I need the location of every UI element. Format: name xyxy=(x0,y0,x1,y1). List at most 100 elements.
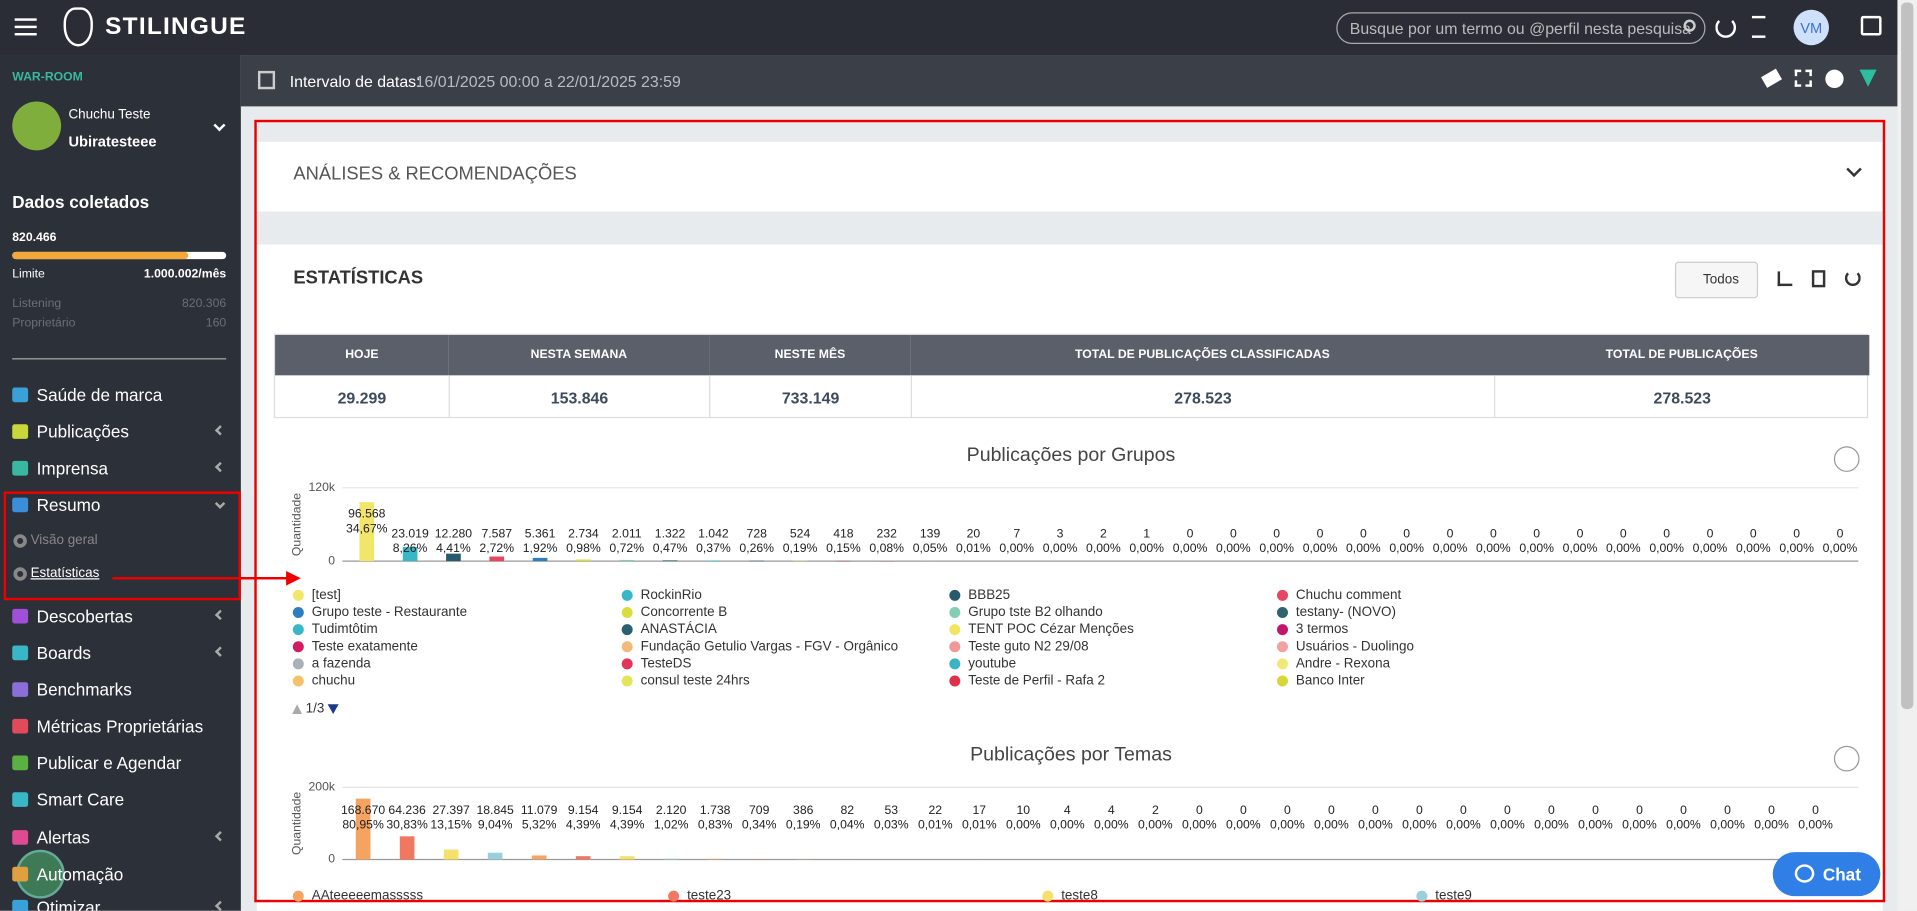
menu-arrow xyxy=(214,425,226,436)
legend-swatch xyxy=(1276,641,1288,653)
value-label: 0 xyxy=(1663,527,1670,541)
menu-item[interactable]: Smart Care xyxy=(0,785,241,814)
bar xyxy=(707,858,723,860)
menu-item[interactable]: Benchmarks xyxy=(0,675,241,704)
brand: STILINGUE xyxy=(105,13,247,41)
value-label: 0 xyxy=(1460,803,1467,817)
header-text: TOTAL DE PUBLICAÇÕES CLASSIFICADAS xyxy=(1075,348,1330,362)
reload-icon[interactable] xyxy=(1844,270,1861,287)
top-bar xyxy=(0,0,1917,56)
value-label: 4 xyxy=(1108,803,1115,817)
message-icon[interactable] xyxy=(1860,15,1882,36)
menu-label: Saúde de marca xyxy=(36,385,163,405)
legend-swatch xyxy=(668,890,680,902)
menu-button[interactable] xyxy=(14,18,37,36)
layout-icon[interactable] xyxy=(257,70,276,90)
pct-label: 0,00% xyxy=(1094,817,1129,831)
pdf-icon[interactable] xyxy=(1811,270,1826,288)
chart-icon[interactable] xyxy=(1777,271,1793,287)
menu-arrow xyxy=(214,609,226,621)
legend-swatch xyxy=(949,589,961,601)
legend-swatch xyxy=(292,624,304,636)
bar xyxy=(359,502,375,562)
chat-button[interactable]: Chat xyxy=(1772,852,1881,897)
submenu-bullet xyxy=(13,534,27,548)
menu-item[interactable]: Otimizar xyxy=(0,892,241,911)
filter-icon[interactable] xyxy=(1859,69,1877,87)
value-label: 2.120 xyxy=(656,803,687,817)
pct-label: 0,00% xyxy=(1129,541,1164,555)
value-label: 0 xyxy=(1403,527,1410,541)
filter-button[interactable]: Todos xyxy=(1674,261,1759,299)
menu-item[interactable]: Descobertas xyxy=(0,602,241,631)
avatar[interactable]: VM xyxy=(1793,9,1829,46)
legend-swatch xyxy=(621,607,633,619)
pct-label: 0,00% xyxy=(1226,817,1261,831)
menu-item[interactable]: Automação xyxy=(0,859,241,888)
camera-button[interactable] xyxy=(1833,745,1860,772)
table-header: TOTAL DE PUBLICAÇÕES xyxy=(1493,334,1870,376)
submenu-item[interactable]: Estatísticas xyxy=(30,566,100,581)
menu-label: Resumo xyxy=(36,495,101,515)
search-box[interactable]: Busque por um termo ou @perfil nesta pes… xyxy=(1336,12,1706,45)
logo-mark xyxy=(63,7,93,47)
pct-label: 0,00% xyxy=(1534,817,1569,831)
menu-item[interactable]: Métricas Proprietárias xyxy=(0,712,241,741)
menu-item[interactable]: Saúde de marca xyxy=(0,380,241,409)
submenu-item[interactable]: Visão geral xyxy=(30,533,98,548)
pager-next xyxy=(327,704,339,714)
pct-label: 9,04% xyxy=(478,817,513,831)
pct-label: 0,03% xyxy=(874,817,909,831)
y-tick-label: 0 xyxy=(328,852,335,866)
expand-icon[interactable] xyxy=(1794,69,1812,87)
value-label: 0 xyxy=(1240,803,1247,817)
menu-item[interactable]: Publicações xyxy=(0,417,241,446)
limit-value: 1.000.002/mês xyxy=(143,267,227,282)
menu-icon xyxy=(12,608,29,624)
cell-text: 733.149 xyxy=(781,388,840,408)
menu-item[interactable]: Boards xyxy=(0,638,241,667)
menu-label: Boards xyxy=(36,643,91,663)
menu-icon xyxy=(12,682,29,697)
menu-icon xyxy=(12,645,29,661)
value-label: 0 xyxy=(1577,527,1584,541)
menu-item[interactable]: Alertas xyxy=(0,823,241,852)
sidebar-divider xyxy=(12,358,227,360)
table-cell: 278.523 xyxy=(910,375,1494,419)
menu-icon xyxy=(12,718,29,734)
menu-item[interactable]: Imprensa xyxy=(0,454,241,483)
legend-swatch xyxy=(292,641,304,653)
value-label: 0 xyxy=(1273,527,1280,541)
menu-line xyxy=(14,25,37,29)
legend-swatch xyxy=(949,675,961,687)
pct-label: 0,00% xyxy=(1270,817,1305,831)
menu-icon xyxy=(12,460,29,476)
legend-label: AAteeeeemasssss xyxy=(312,888,424,903)
legend-label: RockinRio xyxy=(641,587,702,602)
value-label: 0 xyxy=(1793,527,1800,541)
value-label: 0 xyxy=(1504,803,1511,817)
value-label: 0 xyxy=(1707,527,1714,541)
refresh-icon[interactable] xyxy=(1715,17,1737,38)
menu-item[interactable]: Publicar e Agendar xyxy=(0,748,241,777)
pct-label: 0,19% xyxy=(783,541,818,555)
limit-label: Limite xyxy=(12,267,45,282)
hourglass-icon[interactable] xyxy=(1751,15,1766,38)
bar xyxy=(399,836,415,860)
clock-icon[interactable] xyxy=(1825,69,1844,89)
header-text: TOTAL DE PUBLICAÇÕES xyxy=(1605,348,1758,362)
legend-swatch xyxy=(621,675,633,687)
pct-label: 0,00% xyxy=(1710,817,1745,831)
legend-label: Andre - Rexona xyxy=(1296,655,1391,670)
legend-label: Banco Inter xyxy=(1296,673,1365,688)
cookie-button[interactable] xyxy=(15,849,65,899)
value-label: 709 xyxy=(749,803,770,817)
pct-label: 0,47% xyxy=(653,541,688,555)
menu-label: Automação xyxy=(36,864,124,884)
bar xyxy=(446,553,461,562)
menu-item[interactable]: Resumo xyxy=(0,490,241,519)
legend-label: Teste guto N2 29/08 xyxy=(968,638,1088,653)
y-tick-label: 120k xyxy=(308,480,335,494)
camera-button[interactable] xyxy=(1833,446,1860,472)
